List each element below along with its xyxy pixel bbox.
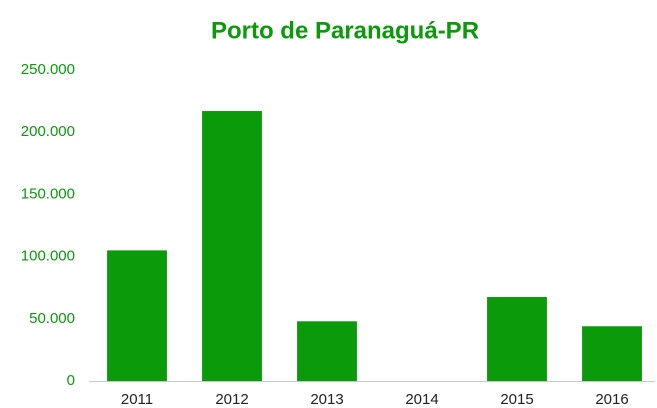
y-tick-label: 0 <box>67 372 75 389</box>
bar <box>582 326 642 381</box>
chart-title: Porto de Paranaguá-PR <box>211 17 479 44</box>
bar <box>487 297 547 381</box>
x-tick-label: 2016 <box>595 391 628 408</box>
bar <box>297 321 357 381</box>
x-tick-label: 2013 <box>310 391 343 408</box>
x-tick-label: 2011 <box>121 391 153 408</box>
x-tick-label: 2015 <box>500 391 533 408</box>
y-tick-label: 100.000 <box>21 248 75 265</box>
bar <box>202 111 262 381</box>
y-tick-label: 150.000 <box>21 185 75 202</box>
x-tick-label: 2012 <box>215 391 248 408</box>
x-tick-label: 2014 <box>405 391 438 408</box>
bar <box>107 250 167 381</box>
y-tick-label: 50.000 <box>29 310 75 327</box>
y-tick-label: 250.000 <box>21 61 75 78</box>
y-tick-label: 200.000 <box>21 123 75 140</box>
